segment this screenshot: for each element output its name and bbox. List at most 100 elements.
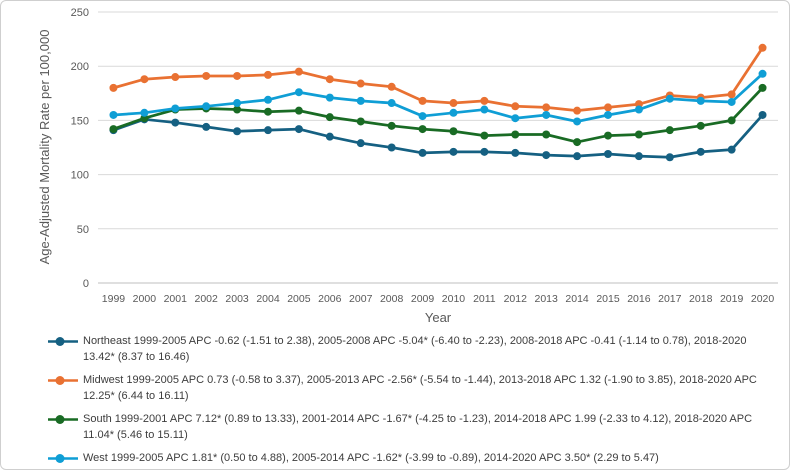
data-point-northeast-2016 bbox=[634, 152, 643, 161]
data-point-midwest-2008 bbox=[387, 82, 396, 91]
legend-label-midwest: Midwest 1999-2005 APC 0.73 (-0.58 to 3.3… bbox=[83, 374, 757, 402]
data-point-west-2013 bbox=[542, 110, 551, 119]
x-tick-label: 2007 bbox=[349, 293, 373, 305]
y-axis-tick-labels: 0 50 100 150 200 250 bbox=[71, 7, 89, 290]
data-point-northeast-2013 bbox=[542, 151, 551, 160]
data-point-south-2004 bbox=[264, 107, 272, 116]
data-point-south-2010 bbox=[449, 127, 458, 136]
data-point-west-2004 bbox=[264, 95, 272, 104]
data-point-northeast-2018 bbox=[696, 147, 705, 156]
x-tick-label: 2019 bbox=[720, 293, 744, 305]
data-point-south-2003 bbox=[233, 105, 242, 114]
x-tick-label: 2002 bbox=[195, 293, 219, 305]
data-point-northeast-2014 bbox=[573, 152, 582, 161]
data-point-midwest-2003 bbox=[233, 71, 242, 80]
data-point-south-2018 bbox=[696, 121, 705, 130]
data-point-south-2016 bbox=[634, 130, 643, 139]
series-line-midwest bbox=[112, 46, 764, 113]
data-point-midwest-2020 bbox=[758, 43, 767, 52]
data-point-west-2002 bbox=[202, 102, 211, 111]
data-point-west-2009 bbox=[418, 112, 427, 121]
x-axis-tick-labels: 1999 2000 2001 2002 2003 2004 2005 2006 2007 2008… bbox=[102, 293, 775, 305]
data-point-south-2020 bbox=[758, 83, 767, 92]
x-tick-label: 2018 bbox=[689, 293, 713, 305]
series-line-west bbox=[112, 72, 764, 123]
legend-label-south: South 1999-2001 APC 7.12* (0.89 to 13.33… bbox=[83, 413, 753, 441]
y-tick-label: 50 bbox=[77, 224, 89, 236]
data-point-midwest-2001 bbox=[171, 73, 180, 82]
data-point-west-2017 bbox=[665, 94, 674, 103]
data-point-midwest-2015 bbox=[604, 103, 612, 112]
data-point-west-2012 bbox=[511, 114, 520, 123]
legend-entry-west: West 1999-2005 APC 1.81* (0.50 to 4.88),… bbox=[47, 450, 761, 466]
data-point-midwest-2004 bbox=[264, 70, 272, 79]
data-point-west-2001 bbox=[171, 104, 180, 113]
data-point-south-1999 bbox=[109, 125, 118, 134]
data-point-midwest-2011 bbox=[480, 96, 489, 105]
data-point-midwest-2006 bbox=[325, 75, 334, 84]
data-point-northeast-2020 bbox=[758, 110, 767, 119]
data-point-west-2010 bbox=[449, 108, 458, 117]
x-tick-label: 2015 bbox=[596, 293, 620, 305]
data-point-west-2014 bbox=[573, 117, 582, 126]
data-point-northeast-2012 bbox=[511, 148, 520, 157]
data-point-south-2014 bbox=[573, 138, 582, 147]
x-tick-label: 2011 bbox=[473, 293, 496, 305]
legend-marker-northeast bbox=[48, 337, 78, 346]
data-point-west-2003 bbox=[233, 99, 242, 108]
data-point-northeast-2019 bbox=[727, 145, 736, 154]
x-tick-label: 2004 bbox=[256, 293, 280, 305]
data-point-south-2005 bbox=[294, 106, 303, 115]
data-point-northeast-2006 bbox=[325, 132, 334, 141]
data-point-west-2020 bbox=[758, 69, 767, 78]
data-point-south-2019 bbox=[727, 116, 736, 125]
data-point-northeast-2007 bbox=[356, 139, 365, 148]
data-point-west-2016 bbox=[634, 105, 643, 114]
legend-marker-south bbox=[48, 415, 78, 424]
x-tick-label: 2000 bbox=[133, 293, 157, 305]
x-tick-label: 2009 bbox=[411, 293, 435, 305]
data-point-south-2011 bbox=[480, 131, 489, 140]
x-tick-label: 2016 bbox=[627, 293, 651, 305]
data-point-west-2007 bbox=[356, 96, 365, 105]
data-point-west-2005 bbox=[294, 88, 303, 97]
series-layer bbox=[109, 43, 767, 162]
data-point-midwest-2000 bbox=[140, 75, 149, 84]
x-tick-label: 2013 bbox=[535, 293, 559, 305]
data-point-northeast-2001 bbox=[171, 118, 180, 127]
data-point-northeast-2008 bbox=[387, 143, 396, 152]
legend-entry-midwest: Midwest 1999-2005 APC 0.73 (-0.58 to 3.3… bbox=[47, 372, 761, 404]
y-tick-label: 0 bbox=[83, 278, 89, 290]
data-point-south-2012 bbox=[511, 130, 520, 139]
data-point-west-2018 bbox=[696, 96, 705, 105]
y-tick-label: 250 bbox=[71, 7, 89, 19]
y-tick-label: 150 bbox=[71, 115, 89, 127]
data-point-west-2008 bbox=[387, 99, 396, 108]
data-point-northeast-2003 bbox=[233, 127, 242, 136]
x-tick-label: 2005 bbox=[287, 293, 311, 305]
x-axis-title: Year bbox=[425, 310, 452, 325]
x-tick-label: 2020 bbox=[751, 293, 775, 305]
x-tick-label: 2012 bbox=[504, 293, 528, 305]
data-point-west-2015 bbox=[604, 110, 612, 119]
x-tick-label: 2017 bbox=[658, 293, 682, 305]
chart-legend: Northeast 1999-2005 APC -0.62 (-1.51 to … bbox=[1, 329, 789, 466]
data-point-northeast-2010 bbox=[449, 147, 458, 156]
y-axis-title: Age-Adjusted Mortality Rate per 100,000 bbox=[37, 30, 52, 265]
data-point-south-2015 bbox=[604, 131, 612, 140]
data-point-west-1999 bbox=[109, 110, 118, 119]
data-point-south-2006 bbox=[325, 113, 334, 122]
legend-entry-south: South 1999-2001 APC 7.12* (0.89 to 13.33… bbox=[47, 411, 761, 443]
legend-marker-midwest bbox=[48, 376, 78, 385]
y-tick-label: 200 bbox=[71, 61, 89, 73]
legend-label-west: West 1999-2005 APC 1.81* (0.50 to 4.88),… bbox=[83, 452, 659, 464]
data-point-northeast-2009 bbox=[418, 148, 427, 157]
data-point-midwest-2010 bbox=[449, 99, 458, 108]
x-tick-label: 1999 bbox=[102, 293, 126, 305]
x-tick-label: 2006 bbox=[318, 293, 342, 305]
legend-marker-west bbox=[48, 454, 78, 463]
data-point-midwest-2007 bbox=[356, 79, 365, 88]
legend-label-northeast: Northeast 1999-2005 APC -0.62 (-1.51 to … bbox=[83, 335, 747, 363]
data-point-west-2000 bbox=[140, 108, 149, 117]
